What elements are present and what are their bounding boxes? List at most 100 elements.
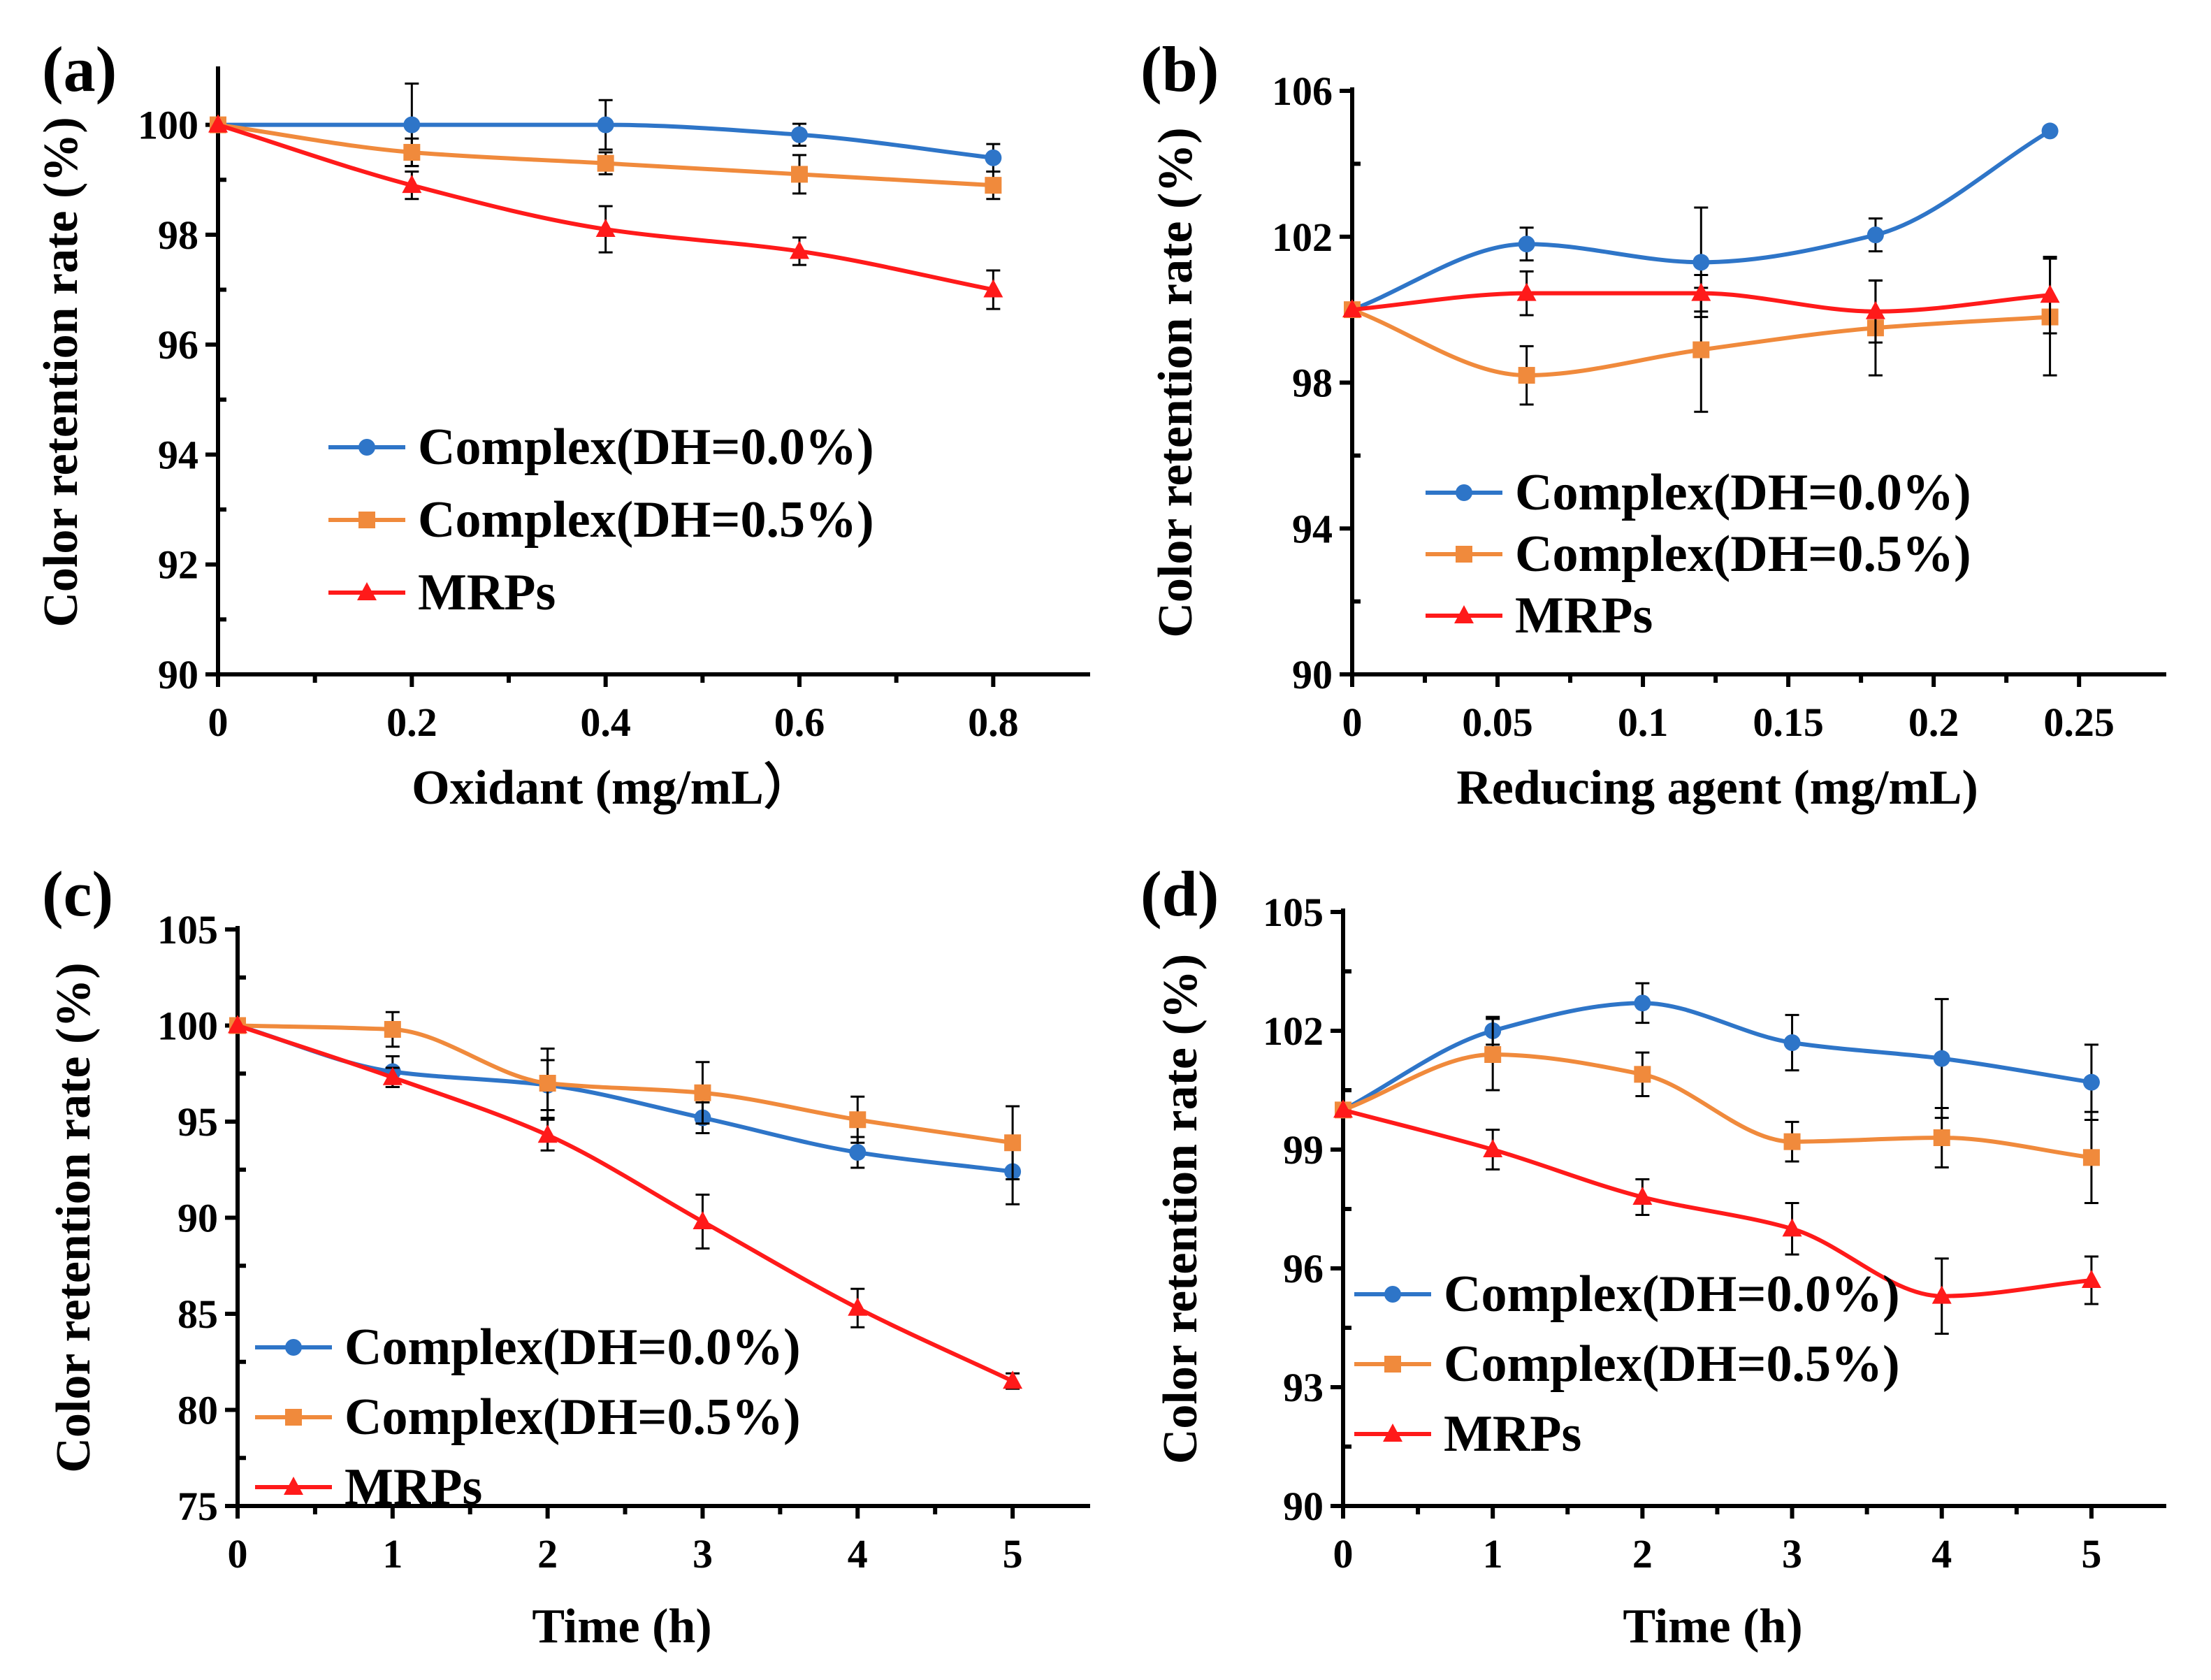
x-tick-label: 0.8 (968, 700, 1019, 745)
series-line (237, 1023, 1013, 1174)
x-tick-label: 0.2 (1908, 700, 1959, 745)
x-tick-label: 0.2 (386, 700, 437, 745)
x-tick-label: 0.15 (1753, 700, 1824, 745)
legend-label: Complex(DH=0.0%) (418, 419, 874, 476)
legend-marker (358, 439, 375, 456)
data-point (597, 116, 614, 133)
series-line (1342, 1108, 2092, 1298)
x-tick-label: 0 (1333, 1531, 1354, 1577)
legend: Complex(DH=0.0%)Complex(DH=0.5%)MRPs (1426, 464, 1971, 644)
y-axis-title: Color retention rate (%) (47, 962, 101, 1472)
data-point (1516, 282, 1537, 301)
data-point (1783, 1034, 1801, 1051)
series-2 (208, 114, 1003, 310)
data-point (2082, 1149, 2100, 1166)
data-point (1691, 282, 1711, 301)
y-tick-label: 75 (177, 1484, 218, 1529)
y-tick-label: 105 (1263, 890, 1324, 935)
data-point (2041, 122, 2059, 140)
x-tick-label: 1 (382, 1531, 403, 1577)
data-point (228, 1015, 247, 1034)
data-point (848, 1297, 868, 1316)
legend-marker (1456, 484, 1472, 501)
data-point (790, 240, 809, 259)
data-point (2081, 1270, 2101, 1288)
legend-label: Complex(DH=0.0%) (1515, 464, 1971, 521)
data-point (693, 1211, 713, 1229)
y-tick-label: 94 (158, 432, 198, 477)
series-0 (1344, 122, 2059, 319)
data-point (791, 166, 808, 183)
data-point (1518, 236, 1535, 253)
legend: Complex(DH=0.0%)Complex(DH=0.5%)MRPs (255, 1319, 801, 1516)
series-line (1342, 1052, 2092, 1160)
data-point (597, 154, 614, 172)
series-1 (229, 1011, 1022, 1180)
y-tick-label: 100 (138, 103, 198, 148)
legend-label: Complex(DH=0.5%) (1515, 526, 1971, 583)
y-tick-label: 106 (1272, 68, 1333, 114)
y-tick-label: 90 (158, 652, 198, 697)
y-tick-label: 96 (158, 322, 198, 368)
legend-label: Complex(DH=0.5%) (345, 1389, 801, 1446)
x-axis-title: Time (h) (532, 1600, 711, 1653)
data-point (595, 219, 616, 238)
x-tick-label: 0.05 (1462, 700, 1533, 745)
x-tick-label: 5 (2081, 1531, 2101, 1577)
y-tick-label: 102 (1272, 215, 1333, 260)
y-tick-label: 92 (158, 542, 198, 588)
data-point (384, 1021, 401, 1038)
x-tick-label: 0.1 (1618, 700, 1669, 745)
data-point (1933, 1050, 1950, 1067)
x-tick-label: 3 (693, 1531, 713, 1577)
data-point (1866, 226, 1884, 244)
x-tick-label: 4 (848, 1531, 868, 1577)
x-tick-label: 2 (537, 1531, 558, 1577)
data-point (985, 177, 1002, 194)
legend-label: Complex(DH=0.0%) (1444, 1266, 1900, 1323)
data-point (1004, 1134, 1022, 1152)
legend-marker (1384, 1356, 1401, 1373)
series-line (1342, 1001, 2092, 1112)
y-axis-title: Color retention rate (%) (1149, 127, 1203, 637)
data-point (849, 1144, 867, 1161)
data-point (1518, 367, 1535, 384)
legend: Complex(DH=0.0%) Complex(DH=0.5%) MRPs (328, 419, 874, 621)
x-tick-label: 3 (1782, 1531, 1802, 1577)
panel-label: (b) (1140, 34, 1219, 105)
data-point (1692, 254, 1710, 271)
legend-label: MRPs (418, 564, 556, 621)
data-point (403, 143, 421, 161)
data-point (1783, 1133, 1801, 1150)
legend-marker (1383, 1424, 1402, 1442)
x-tick-label: 0 (208, 700, 229, 745)
data-point (983, 279, 1003, 298)
legend-label: MRPs (1515, 587, 1653, 644)
y-tick-label: 94 (1292, 506, 1333, 551)
y-tick-label: 98 (1292, 361, 1333, 406)
y-tick-label: 93 (1283, 1365, 1324, 1410)
y-tick-label: 95 (177, 1099, 218, 1145)
series-2 (1333, 1099, 2101, 1335)
series-2 (228, 1015, 1023, 1390)
data-point (1692, 341, 1710, 359)
legend-label: Complex(DH=0.5%) (418, 491, 874, 549)
y-tick-label: 80 (177, 1388, 218, 1433)
data-point (1483, 1139, 1503, 1157)
data-point (2040, 284, 2060, 303)
data-point (791, 126, 808, 143)
y-tick-label: 90 (1283, 1484, 1324, 1529)
series-2 (1342, 255, 2060, 344)
data-point (1484, 1046, 1502, 1063)
data-point (1865, 300, 1885, 319)
data-point (537, 1124, 558, 1143)
data-point (403, 116, 421, 133)
x-tick-label: 0.25 (2043, 700, 2115, 745)
data-point (2082, 1073, 2100, 1091)
legend-marker (284, 1477, 303, 1495)
x-axis-title: Reducing agent (mg/mL) (1456, 761, 1978, 815)
data-point (539, 1075, 556, 1092)
x-tick-label: 0.4 (580, 700, 631, 745)
legend-label: Complex(DH=0.0%) (345, 1319, 801, 1376)
